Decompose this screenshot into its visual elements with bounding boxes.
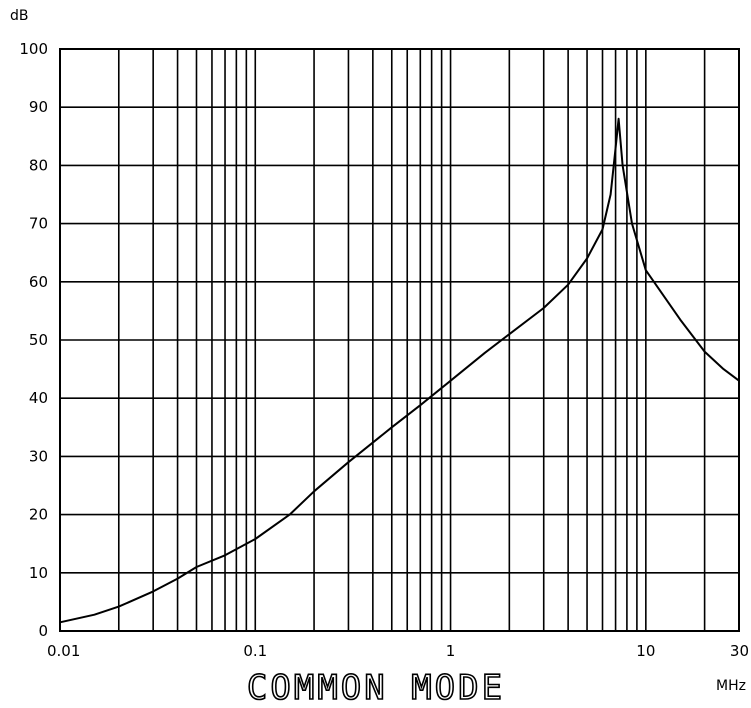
x-tick-label: 0.01 [47, 642, 80, 660]
y-tick-label: 10 [29, 564, 48, 582]
x-tick-label: 10 [636, 642, 655, 660]
y-axis-unit-label: dB [10, 8, 29, 24]
y-tick-label: 20 [29, 506, 48, 524]
y-axis-ticks: 0 10 20 30 40 50 60 70 80 90 100 [19, 40, 48, 640]
x-axis-ticks: 0.01 0.1 1 10 30 [47, 642, 749, 660]
y-tick-label: 60 [29, 273, 48, 291]
x-tick-label: 30 [730, 642, 749, 660]
y-tick-label: 100 [19, 40, 48, 58]
y-tick-label: 70 [29, 215, 48, 233]
y-tick-label: 40 [29, 389, 48, 407]
y-tick-label: 0 [38, 622, 48, 640]
grid [59, 48, 740, 632]
plot-frame [59, 48, 740, 632]
y-tick-label: 50 [29, 331, 48, 349]
y-tick-label: 30 [29, 447, 48, 465]
x-axis-unit-label: MHz [716, 678, 746, 694]
x-tick-label: 1 [446, 642, 456, 660]
y-tick-label: 80 [29, 156, 48, 174]
chart-title: COMMON MODE [247, 668, 505, 708]
x-tick-label: 0.1 [243, 642, 267, 660]
series-line-common-mode [59, 117, 740, 624]
y-tick-label: 90 [29, 98, 48, 116]
